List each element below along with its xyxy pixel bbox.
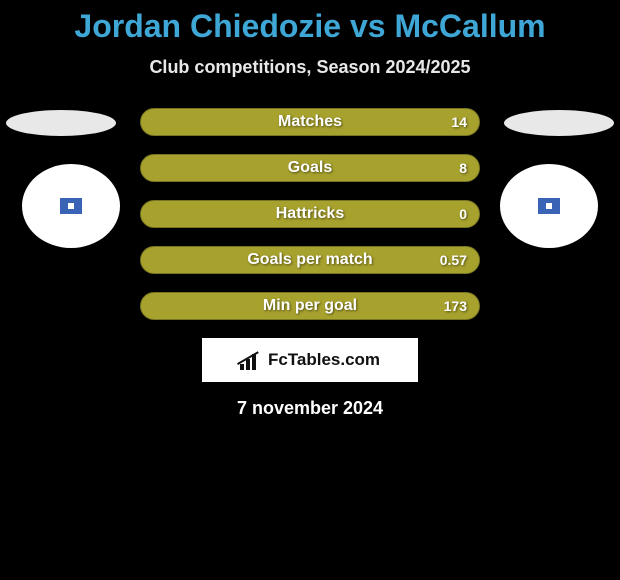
- club-badge-left: [22, 164, 120, 248]
- stat-label: Hattricks: [276, 205, 344, 223]
- stat-label: Matches: [278, 113, 342, 131]
- bar-chart-icon: [240, 350, 262, 370]
- player-shadow-left: [6, 110, 116, 136]
- club-flag-icon: [60, 198, 82, 214]
- stat-label: Goals: [288, 159, 332, 177]
- stat-value-right: 14: [451, 114, 467, 130]
- stat-value-right: 0: [459, 206, 467, 222]
- stat-row-goals-per-match: Goals per match 0.57: [140, 246, 480, 274]
- brand-text: FcTables.com: [268, 350, 380, 370]
- page-title: Jordan Chiedozie vs McCallum: [0, 0, 620, 45]
- stats-column: Matches 14 Goals 8 Hattricks 0 Goals per…: [140, 108, 480, 320]
- page-subtitle: Club competitions, Season 2024/2025: [0, 57, 620, 78]
- stat-row-min-per-goal: Min per goal 173: [140, 292, 480, 320]
- stat-label: Min per goal: [263, 297, 357, 315]
- stat-value-right: 173: [444, 298, 467, 314]
- player-shadow-right: [504, 110, 614, 136]
- stat-label: Goals per match: [247, 251, 372, 269]
- club-flag-icon: [538, 198, 560, 214]
- footer-date: 7 november 2024: [0, 398, 620, 419]
- stat-row-matches: Matches 14: [140, 108, 480, 136]
- stat-value-right: 0.57: [440, 252, 467, 268]
- stat-value-right: 8: [459, 160, 467, 176]
- comparison-area: Matches 14 Goals 8 Hattricks 0 Goals per…: [0, 108, 620, 419]
- brand-box[interactable]: FcTables.com: [202, 338, 418, 382]
- stat-row-goals: Goals 8: [140, 154, 480, 182]
- stat-row-hattricks: Hattricks 0: [140, 200, 480, 228]
- club-badge-right: [500, 164, 598, 248]
